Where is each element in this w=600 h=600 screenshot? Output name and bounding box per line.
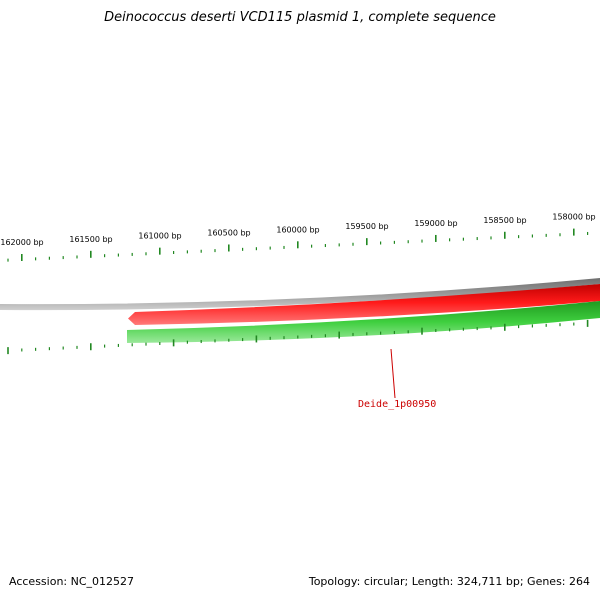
scale-tick-label: 162000 bp — [0, 238, 43, 247]
gene-label[interactable]: Deide_1p00950 — [358, 399, 436, 410]
map-title: Deinococcus deserti VCD115 plasmid 1, co… — [104, 10, 496, 25]
plasmid-backbone — [0, 278, 600, 311]
scale-tick-label: 160500 bp — [207, 228, 250, 237]
gene-callout-line — [390, 348, 396, 399]
scale-tick-label: 160000 bp — [276, 225, 319, 234]
scale-tick-label: 158000 bp — [552, 213, 595, 222]
forward-strand-feature[interactable] — [128, 284, 600, 325]
lower-scale-ruler — [7, 319, 589, 355]
scale-tick-label: 161000 bp — [138, 232, 181, 241]
scale-tick-label: 159500 bp — [345, 222, 388, 231]
upper-scale-ruler — [7, 228, 589, 262]
accession-text: Accession: NC_012527 — [9, 575, 135, 588]
reverse-strand-feature[interactable] — [127, 301, 600, 343]
upper-scale-labels: 162000 bp 161500 bp 161000 bp 160500 bp 1600… — [0, 213, 595, 247]
scale-tick-label: 161500 bp — [69, 235, 112, 244]
sequence-summary: Topology: circular; Length: 324,711 bp; … — [308, 575, 590, 588]
scale-tick-label: 158500 bp — [483, 216, 526, 225]
scale-tick-label: 159000 bp — [414, 219, 457, 228]
